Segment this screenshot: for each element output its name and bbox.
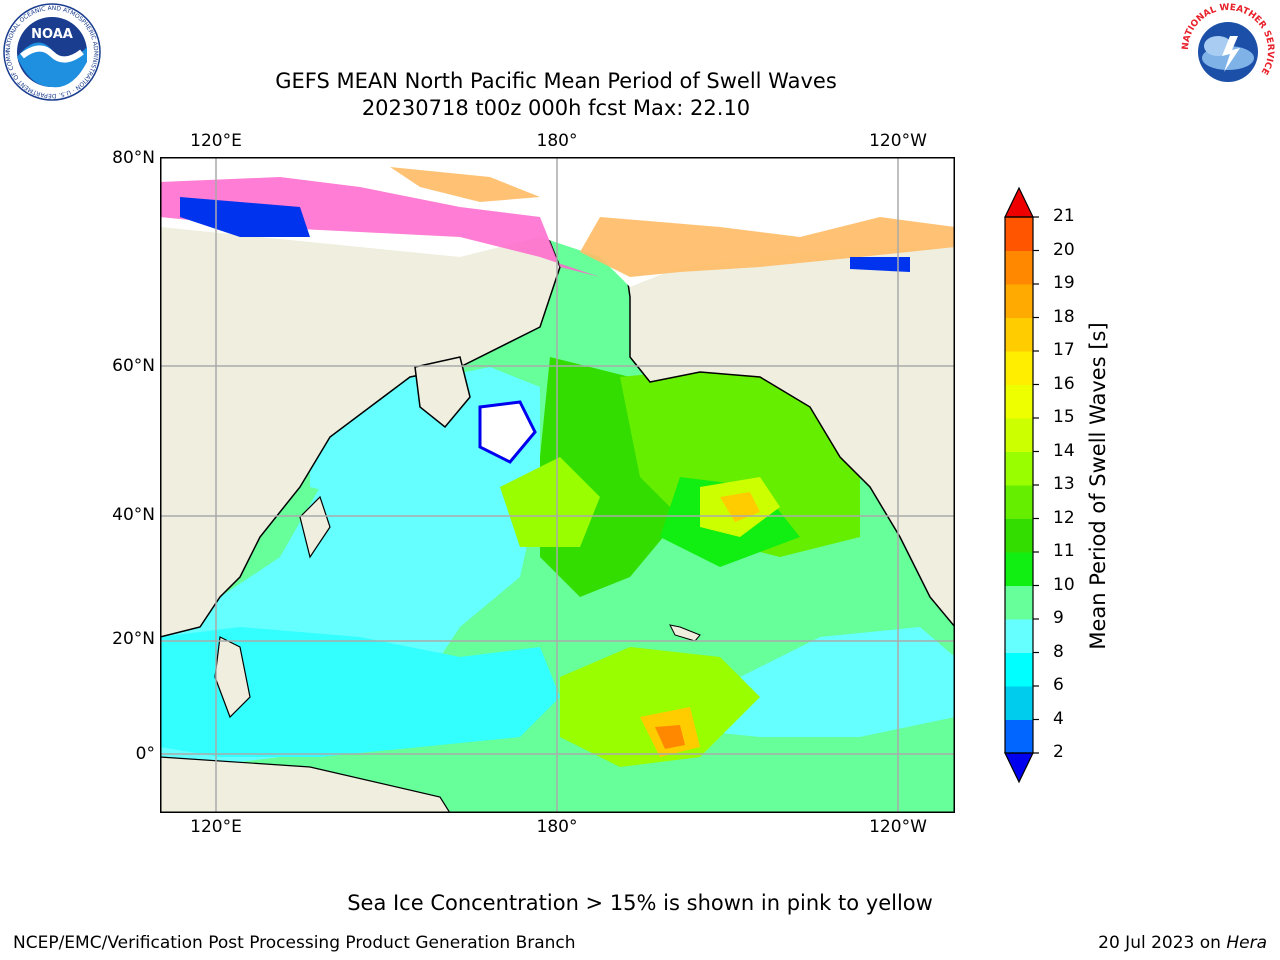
colorbar-segment	[1005, 418, 1033, 452]
colorbar-tick-label: 21	[1053, 206, 1075, 226]
colorbar-tick-label: 2	[1053, 742, 1064, 762]
sea-ice-orange	[580, 217, 955, 277]
colorbar	[1004, 186, 1039, 784]
colorbar-segment	[1005, 250, 1033, 285]
colorbar-title: Mean Period of Swell Waves [s]	[1086, 322, 1110, 650]
chart-title: GEFS MEAN North Pacific Mean Period of S…	[275, 69, 837, 93]
colorbar-tick-label: 8	[1053, 641, 1064, 662]
swell-13-14-region	[560, 647, 760, 767]
left-tick-80n: 80°N	[112, 148, 155, 168]
swell-13-14-region-2	[500, 457, 600, 547]
colorbar-segment	[1005, 217, 1033, 251]
colorbar-tick-label: 11	[1053, 541, 1075, 561]
colorbar-tick-label: 19	[1053, 273, 1075, 293]
colorbar-tick-label: 15	[1053, 407, 1075, 427]
colorbar-tick-label: 6	[1053, 675, 1064, 695]
graticule	[160, 157, 955, 813]
top-tick-180: 180°	[536, 131, 578, 151]
north-america-landmass	[619, 196, 955, 629]
colorbar-tick-label: 10	[1053, 574, 1075, 595]
left-tick-20n: 20°N	[112, 629, 155, 649]
hawaii	[669, 624, 701, 642]
colorbar-segment	[1005, 485, 1033, 519]
colorbar-tick-label: 20	[1053, 239, 1075, 260]
colorbar-segment	[1005, 552, 1033, 586]
colorbar-tick-label: 18	[1053, 306, 1075, 327]
sea-ice-orange-west	[390, 167, 540, 202]
colorbar-segment	[1005, 686, 1033, 720]
top-tick-120e: 120°E	[190, 131, 242, 151]
colorbar-tick-label: 12	[1053, 507, 1075, 528]
noaa-logo-text: NOAA	[31, 27, 73, 42]
ice-edge-low-period	[180, 197, 310, 237]
japan-islands	[299, 495, 331, 559]
swell-max-region	[655, 725, 685, 749]
colorbar-segment	[1005, 351, 1033, 385]
ice-edge-low-period-east	[850, 257, 910, 272]
kamchatka	[414, 356, 471, 429]
colorbar-segment	[1005, 284, 1033, 318]
colorbar-segment	[1005, 719, 1033, 754]
colorbar-segment	[1005, 451, 1033, 486]
credit-right: 20 Jul 2023 on Hera	[1098, 933, 1267, 953]
bottom-tick-120w: 120°W	[869, 817, 927, 837]
colorbar-tick-label: 14	[1053, 440, 1075, 461]
swell-6-8-region	[160, 627, 560, 757]
left-tick-60n: 60°N	[112, 356, 155, 376]
maritime-continent	[160, 756, 451, 813]
bottom-tick-180: 180°	[536, 817, 578, 837]
okhotsk-ice	[478, 400, 537, 464]
sea-ice-caption: Sea Ice Concentration > 15% is shown in …	[347, 891, 933, 915]
credit-left: NCEP/EMC/Verification Post Processing Pr…	[13, 933, 576, 953]
bottom-tick-120e: 120°E	[190, 817, 242, 837]
colorbar-segment	[1005, 652, 1033, 687]
colorbar-tick-label: 9	[1053, 608, 1064, 628]
left-tick-40n: 40°N	[112, 505, 155, 525]
chart-subtitle: 20230718 t00z 000h fcst Max: 22.10	[361, 96, 751, 120]
map-border	[160, 157, 955, 813]
nws-logo: NATIONAL WEATHER SERVICE	[1180, 2, 1276, 98]
colorbar-tick-label: 4	[1053, 708, 1064, 729]
colorbar-tick-label: 16	[1053, 373, 1075, 394]
colorbar-segment	[1005, 619, 1033, 653]
colorbar-tick-label: 17	[1053, 340, 1075, 360]
top-tick-120w: 120°W	[869, 131, 927, 151]
map-panel	[160, 157, 955, 813]
credit-host: Hera	[1226, 933, 1267, 953]
colorbar-segment	[1005, 518, 1033, 553]
left-tick-0: 0°	[135, 744, 155, 764]
colorbar-segment	[1005, 317, 1033, 352]
colorbar-extend-min	[1004, 752, 1034, 784]
credit-date: 20 Jul 2023 on	[1098, 933, 1221, 953]
colorbar-tick-label: 13	[1053, 474, 1075, 494]
asia-landmass	[160, 196, 561, 638]
noaa-logo: NATIONAL OCEANIC AND ATMOSPHERIC ADMINIS…	[2, 2, 101, 101]
colorbar-segment	[1005, 384, 1033, 419]
colorbar-segment	[1005, 585, 1033, 620]
colorbar-extend-max	[1004, 186, 1034, 218]
sea-ice-pink	[160, 177, 600, 277]
swell-peak-region	[720, 492, 760, 522]
